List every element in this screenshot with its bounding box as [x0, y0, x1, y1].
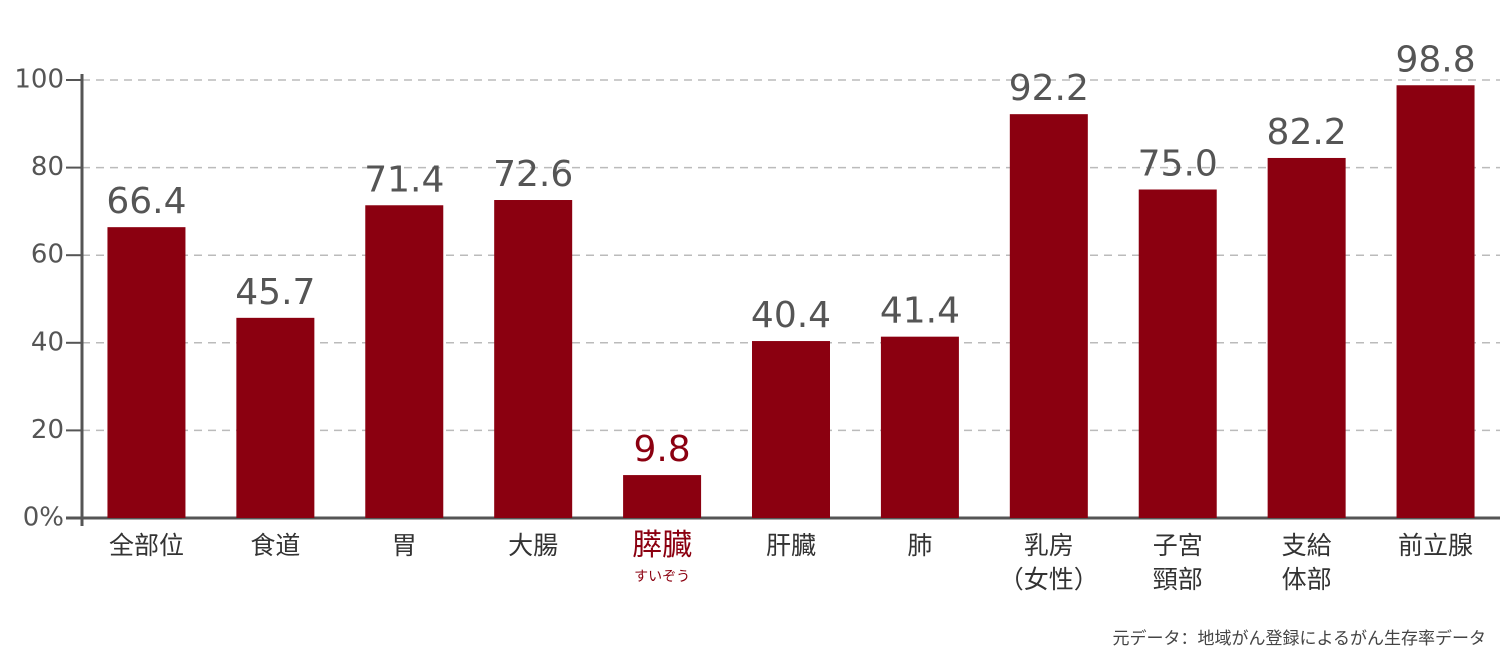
value-label: 92.2 [1009, 68, 1089, 109]
bar [623, 475, 702, 518]
bar [107, 227, 186, 518]
x-tick-label: 支給 体部 [1281, 531, 1332, 594]
y-tick-label: 20 [31, 415, 64, 445]
value-label: 41.4 [880, 291, 960, 332]
x-tick-label: 子宮 頸部 [1152, 531, 1203, 594]
x-tick-label: 食道 [250, 531, 301, 560]
value-label: 82.2 [1267, 112, 1347, 153]
x-tick-label: 膵臓 [632, 528, 693, 563]
x-tick-label: 肝臓 [765, 531, 816, 560]
x-tick-label: 大腸 [508, 531, 559, 560]
y-tick-label: 100 [14, 65, 64, 95]
category-reading: すいぞう [634, 569, 691, 585]
x-tick-label: 胃 [391, 531, 417, 560]
value-label: 9.8 [633, 429, 690, 470]
y-tick-label: 0% [23, 503, 64, 533]
value-label: 45.7 [235, 272, 315, 313]
y-tick-label: 60 [31, 240, 64, 270]
x-tick-label: 前立腺 [1398, 531, 1474, 560]
value-label: 98.8 [1395, 39, 1475, 80]
bar [752, 341, 830, 518]
bar [1138, 189, 1217, 518]
value-label: 40.4 [751, 295, 831, 336]
bar [1396, 85, 1475, 519]
bar [880, 336, 959, 518]
x-tick-label: 全部位 [108, 531, 184, 560]
source-note: 元データ：地域がん登録によるがん生存率データ [1112, 629, 1487, 649]
x-tick-label: 肺 [907, 531, 933, 560]
y-tick-label: 80 [31, 152, 64, 182]
value-label: 71.4 [364, 159, 444, 200]
x-tick-label: 乳房 （女性） [998, 531, 1099, 594]
value-label: 75.0 [1138, 144, 1218, 185]
bar [365, 205, 444, 518]
bar [494, 200, 573, 518]
y-tick-label: 40 [31, 327, 64, 357]
value-label: 72.6 [493, 154, 573, 195]
bar [1009, 114, 1088, 518]
value-label: 66.4 [106, 181, 186, 222]
bar [1267, 157, 1346, 519]
bar [236, 317, 315, 518]
